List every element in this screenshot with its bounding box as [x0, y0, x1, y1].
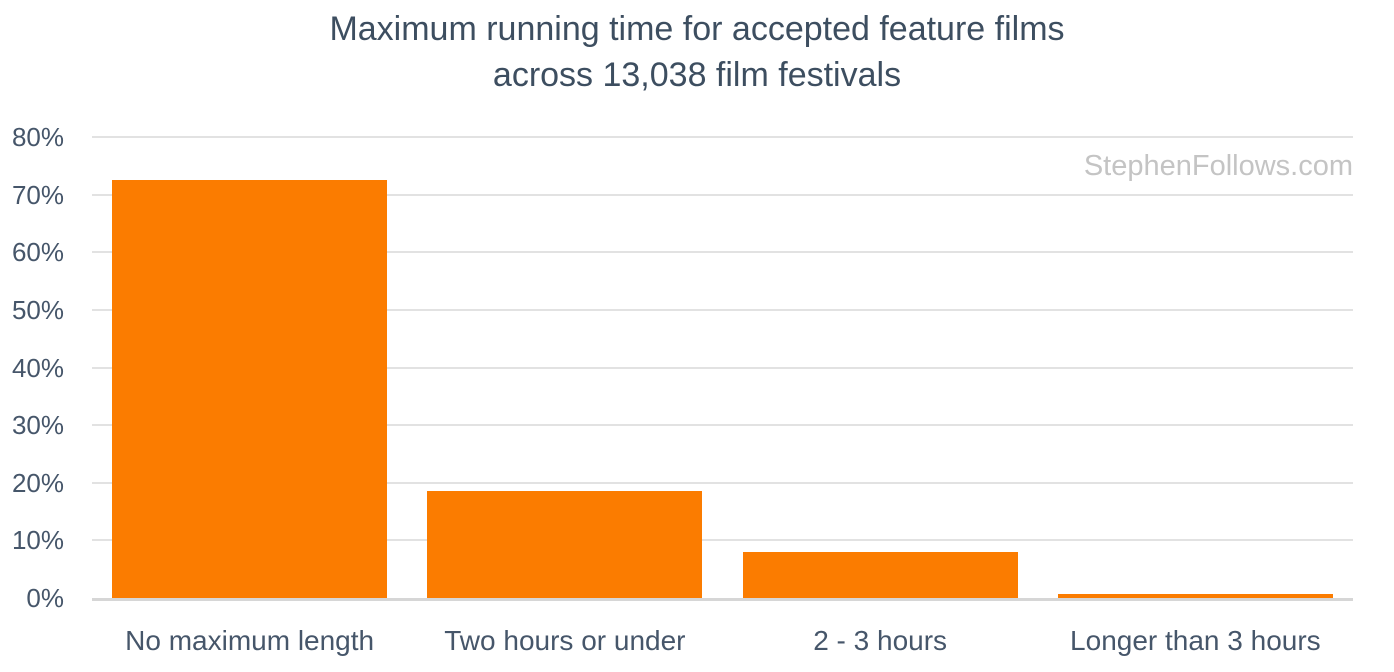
gridline [92, 308, 1353, 311]
y-axis-tick-label: 50% [11, 294, 64, 325]
gridline [92, 366, 1353, 369]
y-axis-tick-label: 70% [11, 179, 64, 210]
x-axis-category-label: No maximum length [125, 625, 375, 656]
bar-4 [1058, 594, 1333, 598]
gridline [92, 193, 1353, 196]
y-axis-tick-label: 80% [11, 122, 64, 152]
chart-title-line-1: Maximum running time for accepted featur… [329, 10, 1065, 48]
gridline [92, 136, 1353, 138]
x-axis-category-label: 2 - 3 hours [813, 625, 948, 656]
bar-3 [743, 552, 1018, 598]
y-axis-tick-label: 30% [11, 410, 64, 441]
x-axis-line [92, 598, 1353, 601]
gridline [92, 251, 1353, 254]
chart-title-line-2: across 13,038 film festivals [492, 56, 902, 94]
x-axis-category-label: Longer than 3 hours [1070, 625, 1321, 656]
y-axis-tick-label: 20% [11, 467, 64, 498]
x-axis-category-label: Two hours or under [444, 625, 686, 656]
y-axis-tick-label: 0% [26, 583, 64, 613]
chart-title: Maximum running time for accepted featur… [0, 6, 1394, 98]
watermark: StephenFollows.com [1083, 150, 1353, 182]
plot-area [92, 136, 1353, 598]
gridline [92, 424, 1353, 427]
gridline [92, 539, 1353, 542]
bar-2 [427, 491, 702, 598]
y-axis-tick-label: 10% [11, 525, 64, 556]
gridline [92, 481, 1353, 484]
y-axis-tick-label: 60% [11, 237, 64, 268]
y-axis-tick-label: 40% [11, 352, 64, 383]
bar-1 [112, 180, 387, 598]
